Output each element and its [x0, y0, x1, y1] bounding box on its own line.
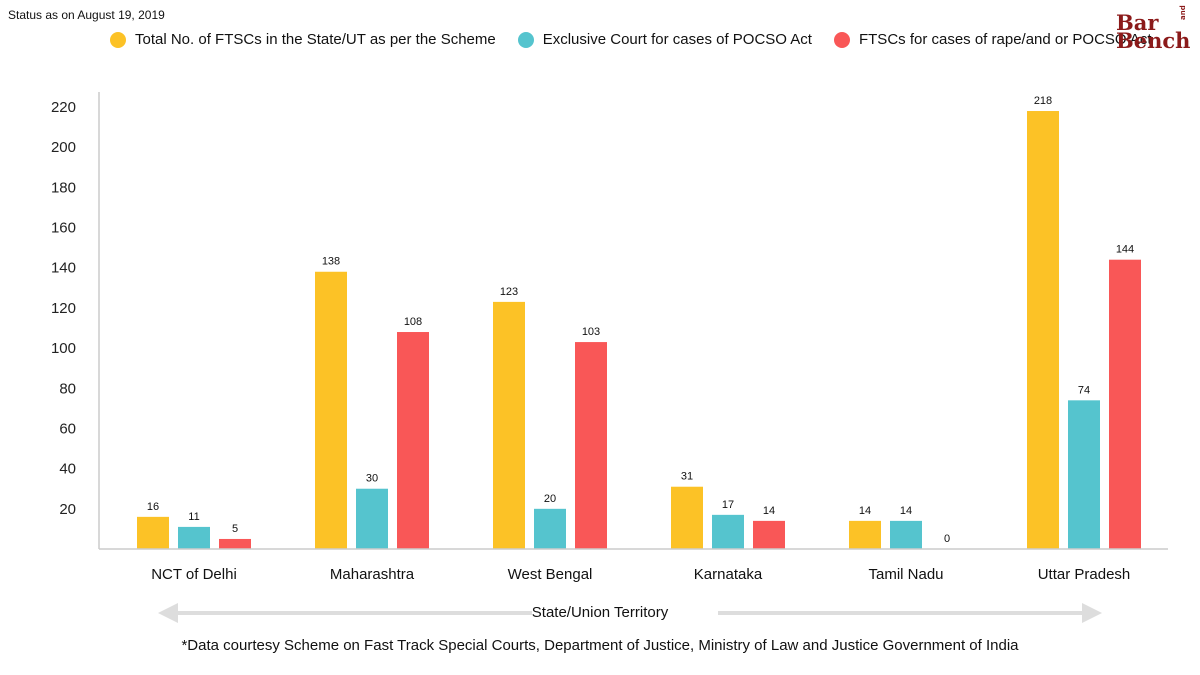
bars-group — [137, 111, 1141, 549]
data-label: 31 — [681, 471, 693, 483]
bar — [137, 516, 169, 549]
y-tick-label: 120 — [51, 300, 76, 317]
y-tick-label: 200 — [51, 139, 76, 156]
bar — [219, 538, 251, 549]
data-label: 74 — [1078, 384, 1090, 396]
y-tick-label: 60 — [59, 420, 76, 437]
data-label: 14 — [900, 505, 912, 517]
bar — [753, 520, 785, 549]
data-label: 16 — [147, 501, 159, 513]
logo-line-bar: Bar — [1116, 10, 1159, 35]
data-label: 30 — [366, 473, 378, 485]
legend-item-total: Total No. of FTSCs in the State/UT as pe… — [110, 31, 496, 48]
legend-swatch-pocso — [517, 31, 534, 48]
data-label: 20 — [544, 493, 556, 505]
data-label: 5 — [232, 523, 238, 535]
data-label: 14 — [763, 505, 775, 517]
category-label: Uttar Pradesh — [1038, 566, 1131, 583]
category-label: NCT of Delhi — [151, 566, 237, 583]
y-tick-label: 220 — [51, 99, 76, 116]
arrow-right-head — [1082, 603, 1102, 623]
bar — [1068, 400, 1100, 549]
data-label: 123 — [500, 286, 518, 298]
y-tick-label: 160 — [51, 220, 76, 237]
data-labels-group: 16 11 5 138 30 108 123 20 103 31 17 14 14 14 0 218 74 144 — [147, 95, 1134, 545]
category-label: Karnataka — [694, 566, 763, 583]
data-label: 0 — [944, 533, 950, 545]
data-label: 108 — [404, 316, 422, 328]
arrow-left-head — [158, 603, 178, 623]
y-tick-label: 20 — [59, 501, 76, 518]
category-label: Maharashtra — [330, 566, 415, 583]
legend-item-ftsc: FTSCs for cases of rape/and or POCSO Act — [833, 31, 1152, 48]
y-tick-label: 40 — [59, 461, 76, 478]
bar — [178, 526, 210, 549]
data-label: 144 — [1116, 244, 1134, 256]
bar — [712, 514, 744, 549]
bar — [671, 486, 703, 549]
bar — [397, 332, 429, 549]
bar — [1027, 111, 1059, 549]
bar — [534, 508, 566, 549]
category-label: Tamil Nadu — [868, 566, 943, 583]
bar — [890, 520, 922, 549]
category-label: West Bengal — [508, 566, 593, 583]
data-label: 218 — [1034, 95, 1052, 107]
y-tick-label: 80 — [59, 380, 76, 397]
bar — [493, 301, 525, 549]
source-note: *Data courtesy Scheme on Fast Track Spec… — [181, 637, 1019, 654]
chart-legend: Total No. of FTSCs in the State/UT as pe… — [110, 31, 1174, 48]
x-axis-arrow — [158, 603, 1102, 623]
bar — [356, 488, 388, 549]
bar — [575, 342, 607, 549]
x-axis-title: State/Union Territory — [531, 604, 669, 621]
y-tick-label: 180 — [51, 179, 76, 196]
y-tick-label: 100 — [51, 340, 76, 357]
data-label: 138 — [322, 256, 340, 268]
bar — [849, 520, 881, 549]
logo-line-bench: Bench — [1116, 28, 1191, 53]
bar — [1109, 259, 1141, 549]
data-label: 11 — [188, 511, 199, 523]
legend-item-pocso: Exclusive Court for cases of POCSO Act — [517, 31, 812, 48]
legend-label-pocso: Exclusive Court for cases of POCSO Act — [542, 31, 812, 48]
data-label: 17 — [722, 499, 734, 511]
bar-and-bench-logo: Bar Bench and — [1116, 5, 1192, 54]
data-label: 103 — [582, 326, 600, 338]
legend-swatch-ftsc — [833, 31, 850, 48]
data-label: 14 — [859, 505, 871, 517]
legend-label-ftsc: FTSCs for cases of rape/and or POCSO Act — [858, 31, 1152, 48]
legend-label-total: Total No. of FTSCs in the State/UT as pe… — [135, 31, 496, 48]
status-date-text: Status as on August 19, 2019 — [8, 8, 165, 22]
legend-swatch-total — [110, 31, 126, 48]
category-labels-group: NCT of Delhi Maharashtra West Bengal Karnat… — [151, 566, 1130, 583]
y-axis-ticks: 20 40 60 80 100 120 140 160 180 200 220 — [51, 99, 76, 518]
y-tick-label: 140 — [51, 260, 76, 277]
bar — [315, 271, 347, 549]
